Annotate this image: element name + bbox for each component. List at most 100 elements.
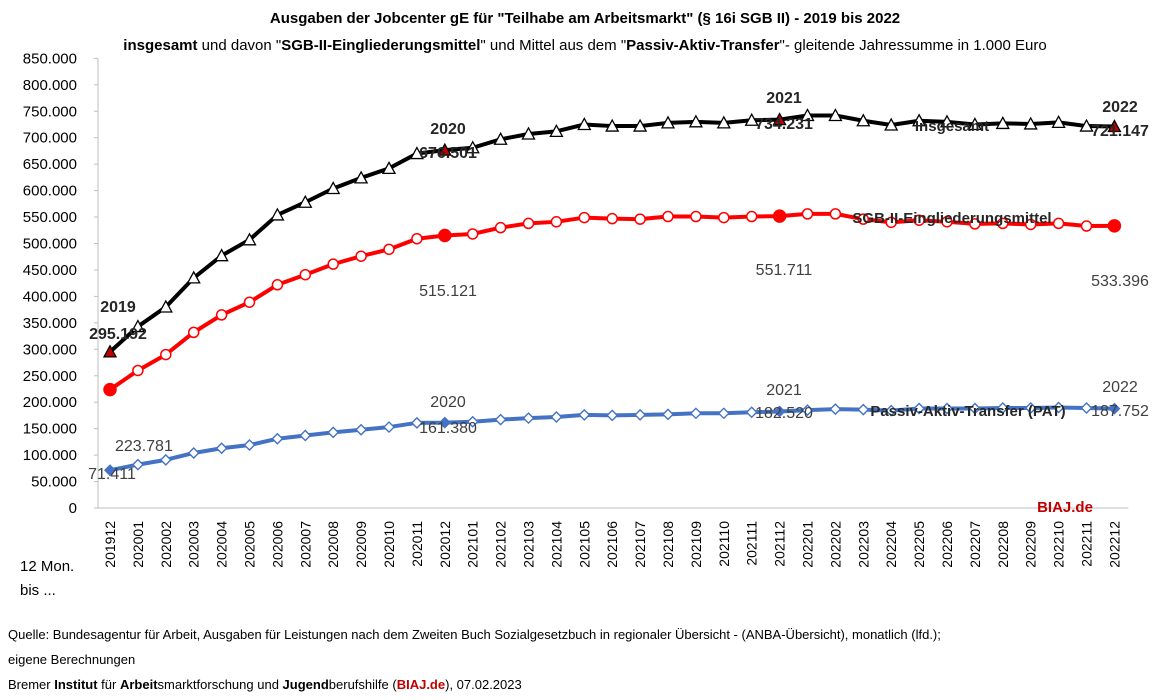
x-tick-label: 202010 xyxy=(381,521,397,568)
y-tick-label: 550.000 xyxy=(23,209,77,226)
data-point xyxy=(466,415,479,428)
x-tick-label: 202205 xyxy=(911,521,927,568)
x-tick-label: 202008 xyxy=(325,521,341,568)
data-point xyxy=(829,403,842,416)
x-tick-label: 202001 xyxy=(130,521,146,568)
data-point xyxy=(383,421,395,434)
chart-axes: 0 50.000 100.000 150.000 200.000 250.000 300.0… xyxy=(20,50,1129,599)
data-point xyxy=(968,402,981,415)
data-point xyxy=(967,117,982,131)
y-tick-label: 200.000 xyxy=(23,394,77,411)
data-point xyxy=(1023,116,1038,130)
data-point xyxy=(828,108,843,122)
source-line: Quelle: Bundesagentur für Arbeit, Ausgab… xyxy=(8,627,941,642)
data-point xyxy=(857,213,870,225)
data-point xyxy=(634,408,647,421)
data-point xyxy=(718,211,730,224)
x-tick-label: 202111 xyxy=(744,521,760,566)
data-point xyxy=(130,319,145,333)
data-point xyxy=(969,218,981,230)
data-point xyxy=(578,211,591,224)
chart-annotations: 2019 295.192 2020 676.501 2021 734.231 2022 721… xyxy=(88,90,1149,516)
x-tick-label: 202012 xyxy=(437,521,453,568)
data-point xyxy=(773,405,786,418)
annotation-a2022v: 721.147 xyxy=(1091,123,1149,140)
y-tick-label: 750.000 xyxy=(23,103,77,120)
annotation-biaj: BIAJ.de xyxy=(1037,499,1093,516)
x-tick-label: 202102 xyxy=(493,521,509,568)
data-point xyxy=(690,210,702,223)
data-point xyxy=(381,161,397,175)
annotation-a2019v: 295.192 xyxy=(89,326,147,343)
x-tick-label: 202110 xyxy=(716,521,732,567)
data-point xyxy=(745,210,758,223)
data-point xyxy=(995,116,1010,130)
annotation-r2022: 533.396 xyxy=(1091,273,1149,290)
data-point xyxy=(744,112,759,126)
x-tick-label: 201912 xyxy=(102,521,118,568)
data-point xyxy=(522,412,535,425)
data-point xyxy=(437,142,452,156)
data-point xyxy=(1024,218,1037,231)
data-point xyxy=(271,279,284,291)
credit-part: Jugend xyxy=(282,677,329,692)
data-point xyxy=(299,268,312,281)
subtitle-part: insgesamt xyxy=(123,37,198,54)
data-point xyxy=(689,407,702,420)
x-tick-label: 202201 xyxy=(800,521,816,568)
annotation-lblIns: Insgesamt xyxy=(915,118,989,135)
x-tick-label: 202109 xyxy=(688,521,704,568)
y-tick-label: 500.000 xyxy=(23,236,77,253)
x-tick-label: 202003 xyxy=(186,521,202,568)
credit-part: Arbeit xyxy=(119,677,158,692)
data-point xyxy=(634,213,646,225)
x-tick-label: 202204 xyxy=(883,521,899,568)
data-point xyxy=(187,326,200,339)
x-tick-label: 202004 xyxy=(214,521,230,568)
data-point xyxy=(1079,118,1094,132)
data-point xyxy=(800,108,815,122)
y-tick-label: 700.000 xyxy=(23,130,77,147)
subtitle-part: Passiv-Aktiv-Transfer xyxy=(626,37,780,54)
data-point xyxy=(299,429,312,442)
data-point xyxy=(242,232,257,246)
data-point xyxy=(885,404,898,417)
data-point xyxy=(1080,402,1093,415)
data-point xyxy=(493,131,508,145)
y-tick-label: 650.000 xyxy=(23,156,77,173)
data-point xyxy=(466,228,479,240)
data-point xyxy=(550,216,563,228)
x-tick-label: 202002 xyxy=(158,521,174,568)
source-line: eigene Berechnungen xyxy=(8,652,136,667)
x-axis-caption: bis ... xyxy=(20,582,56,599)
series-line xyxy=(108,113,1115,354)
data-point xyxy=(298,194,313,208)
data-point xyxy=(549,123,564,138)
data-point xyxy=(383,243,395,256)
y-tick-label: 800.000 xyxy=(23,77,77,94)
data-point xyxy=(104,464,116,477)
annotation-a2021v: 734.231 xyxy=(755,116,813,133)
data-point xyxy=(270,207,285,221)
annotation-lblPAT: Passiv-Aktiv-Transfer (PAT) xyxy=(870,403,1065,420)
data-point xyxy=(271,432,284,445)
data-point xyxy=(214,248,229,262)
data-point xyxy=(410,416,423,429)
data-point xyxy=(941,216,953,228)
x-tick-label: 202105 xyxy=(576,521,592,568)
x-tick-label: 202107 xyxy=(632,521,648,568)
data-point xyxy=(662,210,674,223)
credit-part: Institut xyxy=(54,677,98,692)
data-point xyxy=(187,446,200,459)
data-point xyxy=(745,406,758,419)
x-tick-label: 202104 xyxy=(548,521,564,568)
x-tick-label: 202103 xyxy=(521,521,537,568)
data-point xyxy=(884,117,899,131)
y-tick-label: 350.000 xyxy=(23,315,77,332)
chart-subtitle: insgesamt und davon "SGB-II-Eingliederun… xyxy=(0,37,1170,54)
data-point xyxy=(1052,401,1065,414)
x-tick-label: 202101 xyxy=(465,521,481,568)
credit-part: ), 07.02.2023 xyxy=(445,677,522,692)
data-point xyxy=(438,416,451,429)
